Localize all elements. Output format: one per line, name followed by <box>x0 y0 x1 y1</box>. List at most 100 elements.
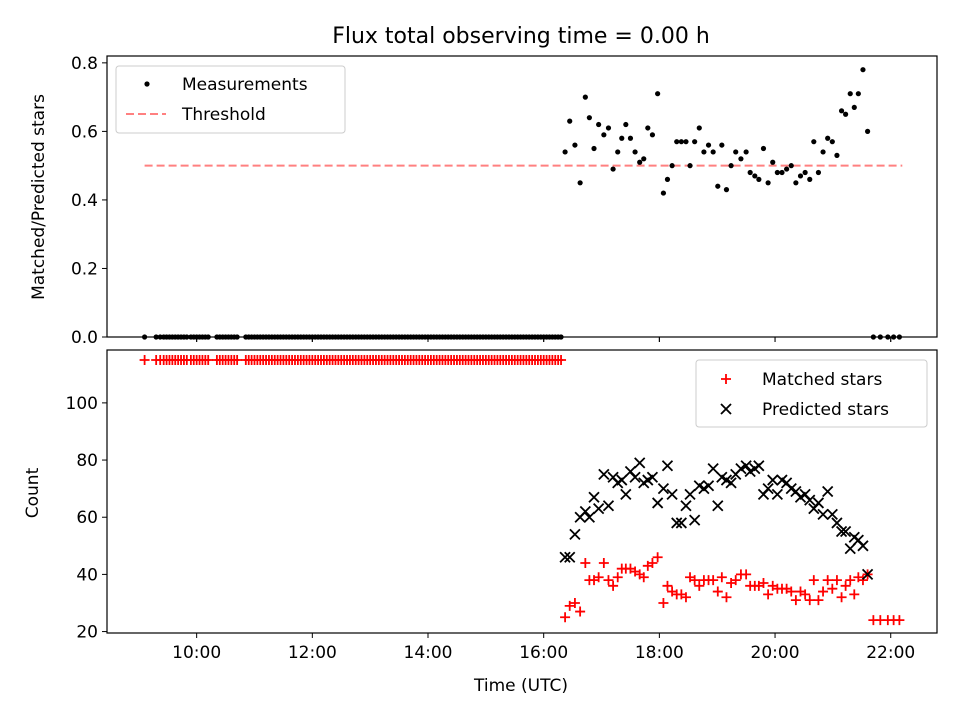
data-point <box>723 187 730 193</box>
data-point <box>839 525 852 538</box>
data-point <box>740 460 752 472</box>
bottom-x-tick-label: 22:00 <box>866 643 915 663</box>
data-point <box>657 483 670 495</box>
data-point <box>822 575 833 586</box>
data-point <box>864 128 871 134</box>
data-point <box>747 169 753 176</box>
data-point <box>838 108 845 114</box>
top-y-tick-label: 0.4 <box>71 191 98 211</box>
data-point <box>712 586 723 597</box>
data-point <box>756 176 762 182</box>
data-point <box>826 508 838 521</box>
data-point <box>649 132 656 138</box>
data-point <box>582 94 588 100</box>
data-point <box>684 488 696 500</box>
data-point <box>767 474 779 486</box>
top-y-tick-label: 0.8 <box>71 54 98 74</box>
data-point <box>835 525 848 538</box>
legend-bottom: Matched stars Predicted stars <box>695 359 928 428</box>
data-point <box>627 135 634 141</box>
data-point <box>758 577 769 588</box>
chart-title: Flux total observing time = 0.00 h <box>332 24 710 49</box>
data-point <box>689 575 700 586</box>
bottom-x-tick-label: 14:00 <box>404 643 453 663</box>
data-point <box>763 589 774 600</box>
series-predicted-stars <box>559 457 874 581</box>
data-point <box>687 163 693 169</box>
legend-top: Measurements Threshold <box>115 65 346 134</box>
data-point <box>771 488 783 500</box>
data-point <box>774 169 780 176</box>
data-point <box>825 135 831 141</box>
data-point <box>847 91 853 97</box>
data-point <box>807 176 813 182</box>
data-point <box>779 169 785 176</box>
data-point <box>831 517 843 529</box>
data-point <box>664 176 671 182</box>
bottom-x-tick-label: 10:00 <box>172 643 221 663</box>
top-y-axis-label: Matched/Predicted stars <box>29 94 49 300</box>
data-point <box>615 149 621 155</box>
data-point <box>638 572 649 583</box>
data-point <box>743 149 749 155</box>
data-point <box>851 104 857 111</box>
bottom-y-axis-label: Count <box>23 467 43 518</box>
data-point <box>836 592 847 603</box>
data-point <box>632 149 638 155</box>
data-point <box>894 615 905 626</box>
data-point <box>708 575 719 586</box>
data-point <box>752 173 758 179</box>
data-point <box>762 483 774 495</box>
data-point <box>591 145 597 152</box>
data-point <box>666 488 678 500</box>
data-point <box>203 355 214 366</box>
data-point <box>725 477 737 489</box>
data-point <box>559 551 571 563</box>
top-plot-frame <box>106 55 938 338</box>
top-y-tick-label: 0.2 <box>71 259 98 279</box>
data-point <box>857 575 868 586</box>
data-point <box>674 139 680 145</box>
data-point <box>857 540 869 552</box>
bottom-y-tick-label: 100 <box>66 394 98 414</box>
data-point <box>818 586 829 597</box>
data-point <box>694 580 705 591</box>
data-point <box>662 580 673 591</box>
data-point <box>569 597 580 608</box>
bottom-y-tick-label: 80 <box>76 451 98 471</box>
data-point <box>572 142 578 148</box>
data-point <box>619 135 625 141</box>
data-point <box>629 471 641 483</box>
data-point <box>815 169 822 176</box>
data-point <box>593 503 605 515</box>
data-point <box>786 586 797 597</box>
data-point <box>811 139 817 145</box>
data-point <box>716 572 727 583</box>
data-point <box>804 494 816 506</box>
data-point <box>793 180 799 186</box>
data-point <box>564 551 576 563</box>
data-point <box>844 543 856 555</box>
legend-matched-marker <box>721 374 731 384</box>
data-point <box>733 149 739 155</box>
data-point <box>603 575 614 586</box>
data-point <box>569 528 581 541</box>
data-point <box>598 468 610 480</box>
data-point <box>705 142 712 148</box>
data-point <box>765 180 771 186</box>
data-point <box>715 183 721 189</box>
bottom-panel: 20 40 60 80 100 10:00 12:00 14:00 16:00 18:00 20:0… <box>66 349 938 663</box>
data-point <box>829 139 835 145</box>
data-point <box>620 488 632 500</box>
data-point <box>675 517 687 529</box>
data-point <box>812 497 825 509</box>
data-point <box>669 163 675 169</box>
data-point <box>588 491 600 503</box>
data-point <box>845 575 856 586</box>
data-point <box>817 508 829 521</box>
data-point <box>728 163 734 169</box>
top-panel: 0.0 0.2 0.4 0.6 0.8 Measurements Threshold <box>71 54 938 348</box>
data-point <box>601 132 607 138</box>
bottom-plot-frame <box>106 349 938 634</box>
